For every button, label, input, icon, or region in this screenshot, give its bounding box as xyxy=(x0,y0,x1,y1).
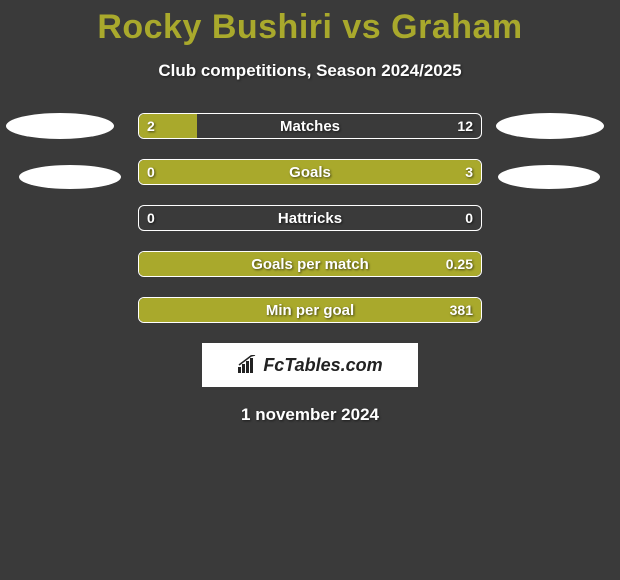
stat-row: 0 0Hattricks xyxy=(138,205,482,231)
stat-fill-right xyxy=(139,252,481,276)
comparison-subtitle: Club competitions, Season 2024/2025 xyxy=(0,61,620,81)
source-logo-text: FcTables.com xyxy=(263,355,382,376)
player-ellipse-2 xyxy=(19,165,121,189)
stat-value-right: 12 xyxy=(457,114,473,138)
comparison-chart: 212Matches03Goals00Hattricks0.25Goals pe… xyxy=(0,113,620,323)
source-logo: FcTables.com xyxy=(202,343,418,387)
player-ellipse-1 xyxy=(496,113,604,139)
stat-fill-right xyxy=(139,160,481,184)
stat-row: 0.25Goals per match xyxy=(138,251,482,277)
stat-fill-right xyxy=(139,298,481,322)
stat-value-right: 381 xyxy=(450,298,473,322)
stat-value-right: 0 xyxy=(465,206,473,230)
stat-value-left: 0 xyxy=(147,160,155,184)
comparison-title: Rocky Bushiri vs Graham xyxy=(0,0,620,47)
player-ellipse-3 xyxy=(498,165,600,189)
stat-row: 03Goals xyxy=(138,159,482,185)
stat-value-right: 3 xyxy=(465,160,473,184)
chart-icon xyxy=(237,355,259,375)
player-ellipse-0 xyxy=(6,113,114,139)
snapshot-date: 1 november 2024 xyxy=(0,405,620,425)
stat-value-right: 0.25 xyxy=(446,252,473,276)
stat-row: 212Matches xyxy=(138,113,482,139)
stat-value-left: 2 xyxy=(147,114,155,138)
stat-row: 381Min per goal xyxy=(138,297,482,323)
stat-label: Hattricks xyxy=(139,206,481,230)
stat-value-left: 0 xyxy=(147,206,155,230)
stat-bars: 212Matches03Goals00Hattricks0.25Goals pe… xyxy=(138,113,482,323)
